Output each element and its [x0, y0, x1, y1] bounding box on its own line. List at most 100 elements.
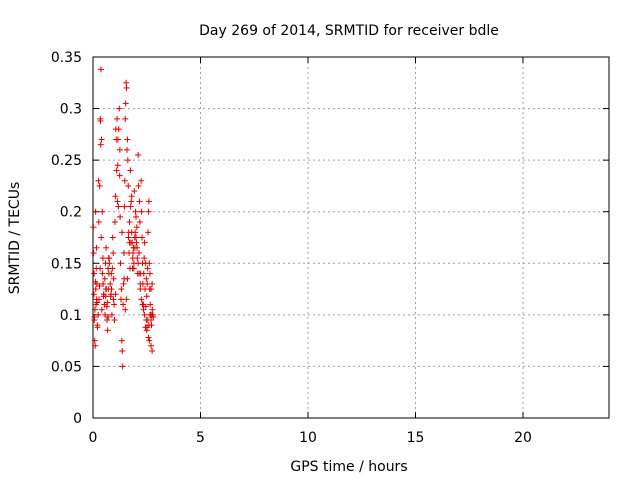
- data-point: [99, 255, 106, 262]
- data-point: [141, 255, 148, 262]
- data-point: [103, 303, 110, 310]
- data-point: [120, 301, 127, 308]
- data-point: [96, 182, 103, 189]
- data-point: [138, 296, 145, 303]
- data-point: [115, 126, 122, 133]
- data-point: [110, 249, 117, 256]
- data-point: [128, 198, 135, 205]
- data-point: [105, 313, 112, 320]
- data-point: [97, 66, 104, 73]
- data-point: [103, 244, 110, 251]
- data-point: [144, 324, 151, 331]
- y-tick-label: 0.3: [60, 102, 82, 118]
- x-tick-label: 10: [299, 430, 317, 446]
- tick-labels: 0 5 10 15 20 0 0.05 0.1 0.15 0.2 0.25 0.3 0.35: [51, 50, 532, 446]
- data-point: [130, 265, 137, 272]
- data-point: [141, 239, 148, 246]
- data-point: [148, 342, 155, 349]
- data-point: [128, 193, 135, 200]
- data-point: [91, 313, 98, 320]
- y-tick-label: 0: [73, 411, 82, 427]
- data-point: [115, 203, 122, 210]
- data-point: [135, 151, 142, 158]
- data-point: [134, 244, 141, 251]
- data-point: [96, 282, 103, 289]
- data-point: [119, 229, 126, 236]
- data-point: [121, 177, 128, 184]
- x-axis-label: GPS time / hours: [290, 459, 407, 475]
- data-point: [136, 270, 143, 277]
- data-point: [108, 286, 115, 293]
- data-point: [90, 224, 97, 231]
- data-point: [98, 306, 105, 313]
- data-point: [117, 296, 124, 303]
- data-point: [97, 141, 104, 148]
- data-point: [133, 234, 139, 241]
- data-point: [110, 275, 117, 282]
- data-point: [112, 193, 119, 200]
- data-point: [136, 198, 143, 205]
- data-point: [91, 337, 98, 344]
- y-tick-label: 0.2: [60, 205, 82, 221]
- data-point: [146, 337, 153, 344]
- data-point: [119, 347, 126, 354]
- data-point: [133, 239, 140, 246]
- data-point: [100, 280, 107, 287]
- data-point: [114, 115, 121, 122]
- x-tick-label: 20: [514, 430, 532, 446]
- y-tick-label: 0.15: [51, 256, 82, 272]
- axis-ticks: [92, 56, 609, 419]
- data-point: [111, 219, 118, 226]
- y-tick-label: 0.1: [60, 308, 82, 324]
- data-point: [142, 303, 149, 310]
- data-point: [92, 278, 99, 285]
- data-point: [105, 265, 112, 272]
- data-point: [112, 291, 119, 298]
- y-tick-label: 0.05: [51, 359, 82, 375]
- data-point: [108, 270, 115, 277]
- data-point: [131, 188, 138, 195]
- data-point: [101, 275, 108, 282]
- data-point: [116, 172, 123, 179]
- data-point: [139, 301, 146, 308]
- data-point: [116, 146, 123, 153]
- grid: [93, 57, 609, 418]
- data-point: [98, 234, 105, 241]
- data-point: [106, 255, 113, 262]
- data-point: [118, 337, 125, 344]
- data-point: [95, 311, 102, 318]
- data-point: [106, 260, 113, 267]
- data-point: [124, 136, 131, 143]
- data-point: [94, 324, 101, 331]
- data-point: [122, 306, 129, 313]
- data-point: [107, 293, 114, 300]
- data-point: [147, 301, 154, 308]
- data-point: [145, 334, 152, 341]
- data-point: [111, 317, 118, 324]
- data-point: [104, 299, 111, 306]
- data-point: [141, 311, 148, 318]
- y-axis-label: SRMTID / TECUs: [7, 182, 23, 295]
- data-point: [137, 280, 144, 287]
- data-point: [97, 265, 104, 272]
- data-point: [149, 280, 156, 287]
- data-point: [135, 182, 142, 189]
- data-point: [145, 229, 152, 236]
- data-point: [121, 275, 128, 282]
- data-point: [133, 224, 140, 231]
- data-point: [92, 208, 99, 215]
- data-point: [142, 260, 149, 267]
- data-point: [122, 115, 129, 122]
- plot-frame: [92, 56, 610, 419]
- data-point: [145, 198, 152, 205]
- data-point: [143, 275, 150, 282]
- data-point: [91, 270, 98, 277]
- data-point: [96, 296, 103, 303]
- data-point: [146, 311, 153, 318]
- data-point: [144, 317, 151, 324]
- data-point: [107, 280, 114, 287]
- data-point: [90, 249, 97, 256]
- data-point: [135, 260, 142, 267]
- x-tick-label: 15: [407, 430, 425, 446]
